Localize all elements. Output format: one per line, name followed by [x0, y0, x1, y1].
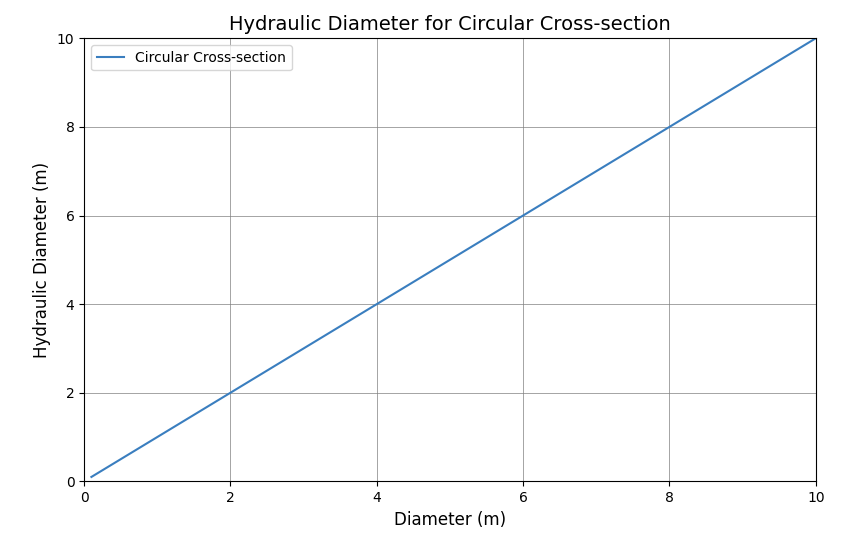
Circular Cross-section: [517, 213, 527, 219]
Circular Cross-section: [811, 35, 821, 42]
Circular Cross-section: [680, 114, 690, 121]
X-axis label: Diameter (m): Diameter (m): [394, 511, 506, 528]
Circular Cross-section: [431, 265, 441, 272]
Title: Hydraulic Diameter for Circular Cross-section: Hydraulic Diameter for Circular Cross-se…: [229, 15, 671, 34]
Circular Cross-section: [479, 236, 489, 243]
Circular Cross-section: [87, 474, 97, 480]
Circular Cross-section: [793, 45, 803, 52]
Legend: Circular Cross-section: Circular Cross-section: [91, 45, 292, 71]
Y-axis label: Hydraulic Diameter (m): Hydraulic Diameter (m): [33, 162, 51, 358]
Circular Cross-section: [435, 263, 445, 269]
Line: Circular Cross-section: Circular Cross-section: [92, 38, 816, 477]
